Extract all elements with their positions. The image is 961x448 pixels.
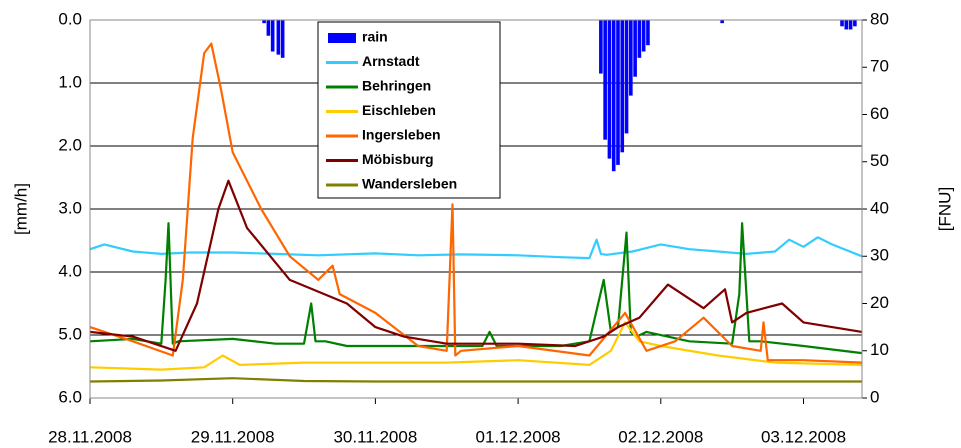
rain-bar — [844, 20, 849, 30]
series-line — [89, 222, 863, 355]
rain-bar — [599, 20, 603, 74]
series-line — [89, 236, 863, 260]
y2-tick-label: 30 — [870, 246, 889, 265]
rain-bar — [633, 20, 637, 77]
legend-label: Wandersleben — [362, 176, 457, 192]
rain-bar — [611, 20, 616, 172]
series-line — [89, 377, 862, 383]
legend-label: Eischleben — [362, 102, 436, 118]
x-tick-label: 29.11.2008 — [191, 427, 275, 446]
y-axis-label: [mm/h] — [11, 183, 30, 235]
series-line — [89, 321, 863, 371]
y-tick-label: 6.0 — [58, 387, 82, 406]
rain-bar — [624, 20, 629, 134]
rain-bar — [270, 20, 275, 52]
y2-tick-label: 40 — [870, 198, 889, 217]
rain-bar — [840, 20, 844, 27]
y2-tick-label: 80 — [870, 9, 889, 28]
plot-border — [89, 19, 863, 399]
y-tick-label: 5.0 — [58, 324, 82, 343]
rain-bar — [266, 20, 271, 36]
legend-label: Möbisburg — [362, 151, 434, 167]
legend-swatch — [328, 33, 356, 43]
legend-label: rain — [362, 29, 388, 45]
y2-axis-label: [FNU] — [935, 187, 954, 231]
rain-bar — [848, 20, 853, 30]
y-tick-label: 4.0 — [58, 261, 82, 280]
y-tick-label: 0.0 — [58, 9, 82, 28]
y-tick-label: 3.0 — [58, 198, 82, 217]
x-tick-label: 30.11.2008 — [333, 427, 417, 446]
rain-bar — [607, 20, 612, 159]
rain-bar — [262, 20, 266, 24]
rain-bar — [603, 20, 607, 140]
rain-bar — [646, 20, 650, 46]
y2-tick-label: 50 — [870, 151, 889, 170]
rain-bar — [280, 20, 285, 58]
y2-tick-label: 70 — [870, 57, 889, 76]
x-tick-label: 02.12.2008 — [618, 427, 703, 446]
rain-bar — [641, 20, 646, 52]
rain-bar — [637, 20, 642, 58]
y2-tick-label: 0 — [870, 387, 879, 406]
x-tick-label: 01.12.2008 — [476, 427, 561, 446]
x-tick-label: 03.12.2008 — [761, 427, 846, 446]
y2-tick-label: 20 — [870, 293, 889, 312]
legend-label: Ingersleben — [362, 127, 441, 143]
legend: rain Arnstadt Behringen Eischleben Ingersleb… — [317, 21, 501, 199]
y2-tick-label: 60 — [870, 104, 889, 123]
y2-tick-label: 10 — [870, 340, 889, 359]
legend-label: Arnstadt — [362, 53, 420, 69]
legend-label: Behringen — [362, 78, 431, 94]
x-tick-label: 28.11.2008 — [48, 427, 132, 446]
rain-bar — [616, 20, 620, 165]
y-tick-label: 1.0 — [58, 72, 82, 91]
series-line — [89, 42, 863, 364]
rain-bar — [276, 20, 281, 55]
y-tick-label: 2.0 — [58, 135, 82, 154]
rain-bar — [720, 20, 724, 24]
rain-bar — [853, 20, 857, 27]
series-line — [89, 179, 863, 352]
rain-bar — [629, 20, 633, 96]
rain-bar — [620, 20, 625, 153]
